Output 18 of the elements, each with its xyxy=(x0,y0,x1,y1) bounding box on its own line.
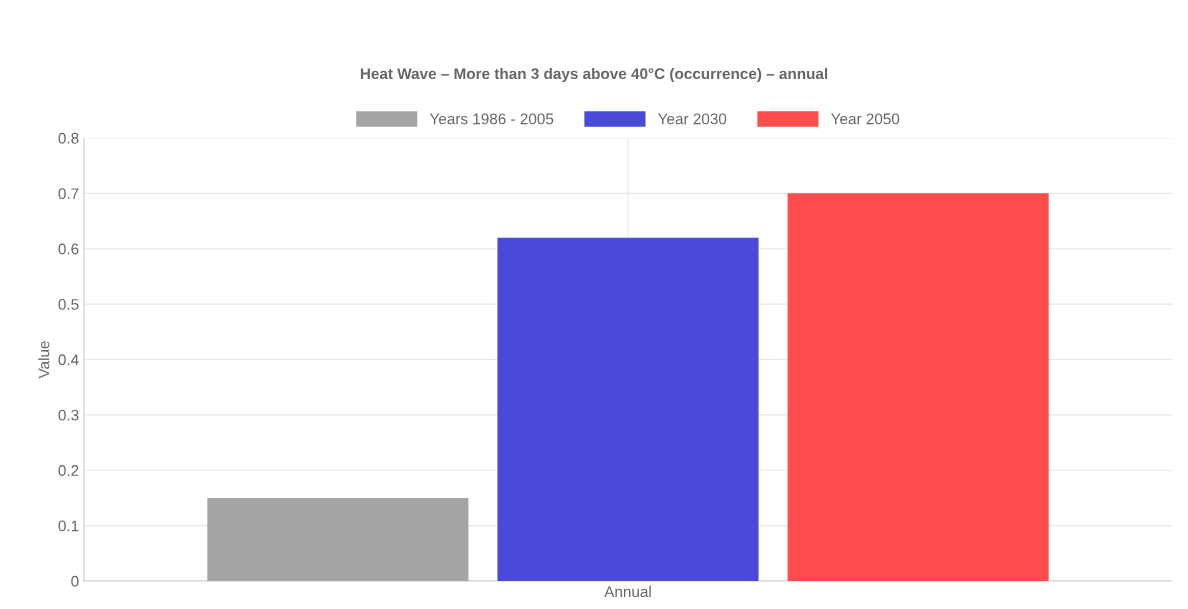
y-tick-label: 0.5 xyxy=(58,298,79,310)
bar xyxy=(497,237,759,581)
y-tick-label: 0.6 xyxy=(58,243,79,255)
y-tick-label: 0.8 xyxy=(58,132,79,144)
bar xyxy=(787,193,1049,581)
y-tick-label: 0 xyxy=(71,575,79,587)
chart-title: Heat Wave – More than 3 days above 40°C (occurrence) – annual xyxy=(360,67,828,83)
legend-label: Years 1986 - 2005 xyxy=(429,113,554,125)
y-tick-label: 0.7 xyxy=(58,188,79,200)
y-tick-label: 0.4 xyxy=(58,354,79,366)
x-tick-label: Annual xyxy=(604,585,651,598)
y-axis-title: Value xyxy=(38,341,50,379)
y-tick-label: 0.2 xyxy=(58,465,79,476)
legend-label: Year 2050 xyxy=(831,113,900,125)
y-tick-label: 0.3 xyxy=(58,409,79,421)
legend-label: Year 2030 xyxy=(658,113,727,125)
y-tick-label: 0.1 xyxy=(58,520,79,532)
bar xyxy=(207,497,469,581)
